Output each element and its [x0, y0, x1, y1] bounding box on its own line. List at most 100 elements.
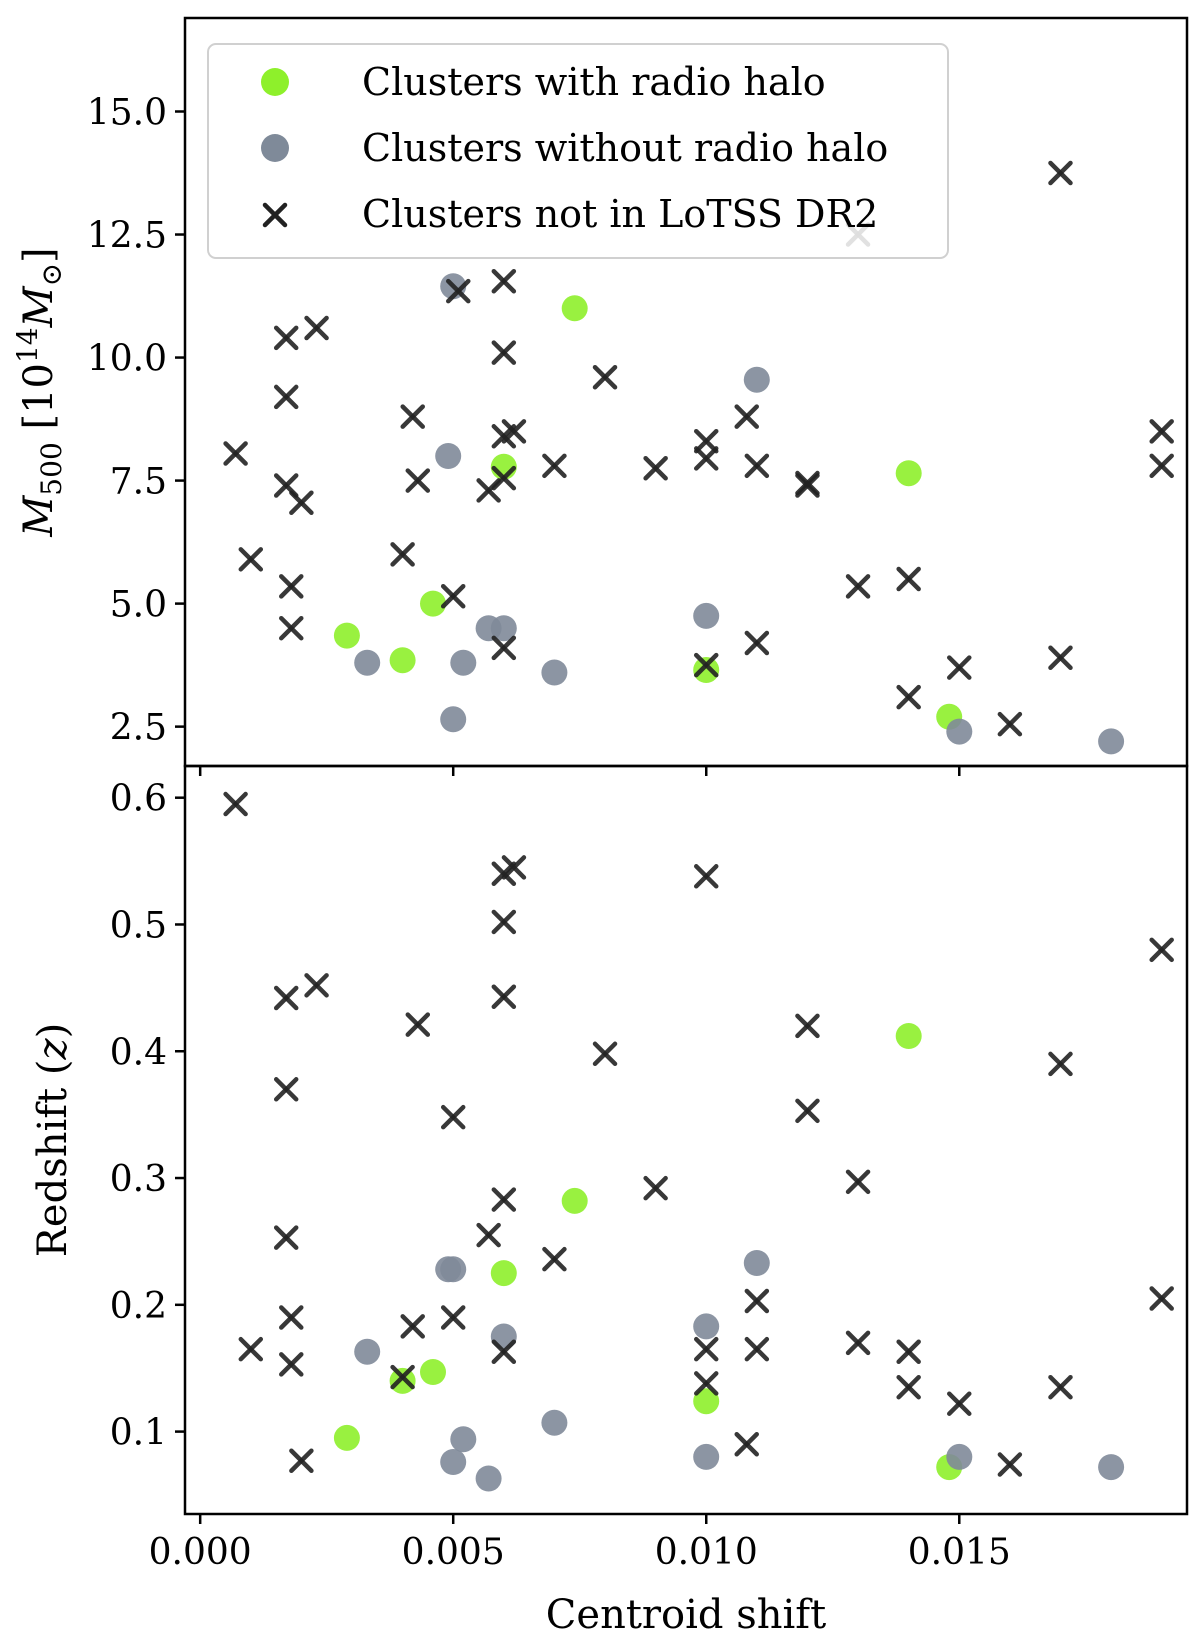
top-point-clusters-not-in-lotss-dr2-12	[440, 583, 466, 609]
bottom-point-clusters-with-radio-halo-6	[895, 1023, 922, 1049]
bottom-point-clusters-with-radio-halo-3	[490, 1260, 517, 1287]
legend-box	[207, 43, 949, 259]
legend: Clusters with radio halo Clusters withou…	[207, 43, 949, 259]
top-ytick-label-2: 7.5	[110, 462, 167, 503]
top-point-clusters-not-in-lotss-dr2-11	[405, 468, 431, 493]
bottom-point-clusters-not-in-lotss-dr2-2	[273, 985, 299, 1011]
bottom-point-clusters-without-radio-halo-11	[946, 1443, 973, 1470]
bottom-point-clusters-not-in-lotss-dr2-41	[1149, 1286, 1174, 1311]
bottom-point-clusters-not-in-lotss-dr2-10	[400, 1314, 425, 1339]
top-point-clusters-not-in-lotss-dr2-7	[289, 490, 314, 515]
bottom-point-clusters-not-in-lotss-dr2-26	[693, 1371, 719, 1396]
bottom-panel-markers	[223, 791, 1174, 1492]
bottom-point-clusters-not-in-lotss-dr2-23	[643, 1175, 668, 1201]
bottom-point-clusters-not-in-lotss-dr2-34	[896, 1339, 921, 1364]
bottom-point-clusters-without-radio-halo-3	[440, 1449, 467, 1475]
bottom-point-clusters-not-in-lotss-dr2-7	[289, 1448, 314, 1474]
top-point-clusters-without-radio-halo-8	[693, 602, 720, 629]
bottom-ytick-label-0: 0.1	[110, 1413, 167, 1454]
bottom-point-clusters-not-in-lotss-dr2-16	[501, 855, 527, 880]
top-point-clusters-not-in-lotss-dr2-23	[643, 456, 668, 481]
legend-label-not-in-dr2: Clusters not in LoTSS DR2	[362, 192, 878, 236]
top-point-clusters-not-in-lotss-dr2-0	[223, 441, 248, 466]
xtick-label-1: 0.005	[402, 1532, 505, 1573]
x-axis-label: Centroid shift	[546, 1592, 826, 1638]
bottom-point-clusters-with-radio-halo-1	[389, 1367, 416, 1394]
bottom-point-clusters-not-in-lotss-dr2-33	[845, 1330, 871, 1356]
top-point-clusters-without-radio-halo-3	[440, 706, 467, 733]
top-panel: 2.5 5.0 7.5 10.0 12.5 15.0 M500 [1014M⊙] Clus…	[11, 16, 1189, 776]
top-point-clusters-not-in-lotss-dr2-9	[390, 542, 415, 567]
top-point-clusters-without-radio-halo-4	[450, 649, 477, 676]
bottom-point-clusters-not-in-lotss-dr2-18	[491, 984, 517, 1009]
top-point-clusters-with-radio-halo-5	[693, 657, 720, 683]
top-ytick-label-3: 10.0	[87, 339, 167, 380]
bottom-point-clusters-not-in-lotss-dr2-31	[795, 1098, 820, 1124]
top-panel-ylabel: M500 [1014M⊙]	[11, 247, 68, 537]
bottom-point-clusters-not-in-lotss-dr2-29	[744, 1336, 770, 1362]
xtick-label-3: 0.015	[908, 1532, 1011, 1573]
top-point-clusters-not-in-lotss-dr2-41	[1149, 453, 1174, 479]
top-point-clusters-not-in-lotss-dr2-33	[845, 574, 871, 599]
bottom-point-clusters-not-in-lotss-dr2-17	[491, 909, 517, 935]
bottom-point-clusters-not-in-lotss-dr2-28	[744, 1288, 770, 1314]
bottom-point-clusters-not-in-lotss-dr2-25	[693, 1336, 719, 1362]
bottom-point-clusters-without-radio-halo-12	[1098, 1454, 1125, 1481]
top-point-clusters-not-in-lotss-dr2-22	[592, 364, 618, 390]
top-point-clusters-with-radio-halo-2	[420, 590, 446, 617]
bottom-point-clusters-without-radio-halo-7	[541, 1409, 568, 1436]
bottom-ytick-label-2: 0.3	[110, 1159, 167, 1200]
bottom-point-clusters-not-in-lotss-dr2-24	[693, 864, 719, 889]
top-point-clusters-not-in-lotss-dr2-6	[279, 615, 304, 641]
top-ytick-label-1: 5.0	[110, 585, 167, 626]
top-point-clusters-not-in-lotss-dr2-10	[400, 404, 425, 429]
top-point-clusters-without-radio-halo-0	[354, 649, 381, 676]
top-point-clusters-without-radio-halo-9	[743, 366, 770, 393]
top-point-clusters-not-in-lotss-dr2-3	[273, 384, 299, 410]
top-point-clusters-not-in-lotss-dr2-20	[491, 635, 517, 661]
top-point-clusters-without-radio-halo-7	[541, 659, 568, 686]
bottom-point-clusters-without-radio-halo-0	[354, 1338, 381, 1365]
legend-label-without-halo: Clusters without radio halo	[362, 126, 888, 170]
bottom-ytick-label-1: 0.2	[110, 1286, 167, 1327]
top-point-clusters-not-in-lotss-dr2-39	[1048, 645, 1073, 670]
bottom-point-clusters-without-radio-halo-10	[743, 1250, 770, 1276]
bottom-point-clusters-not-in-lotss-dr2-12	[440, 1104, 466, 1130]
top-point-clusters-not-in-lotss-dr2-8	[304, 315, 329, 341]
bottom-panel-frame	[183, 764, 1189, 1516]
bottom-point-clusters-without-radio-halo-4	[450, 1426, 477, 1453]
top-point-clusters-with-radio-halo-6	[895, 460, 922, 487]
top-point-clusters-not-in-lotss-dr2-27	[734, 404, 759, 429]
bottom-point-clusters-not-in-lotss-dr2-19	[491, 1187, 517, 1212]
top-panel-ticks: 2.5 5.0 7.5 10.0 12.5 15.0	[87, 93, 961, 776]
bottom-point-clusters-not-in-lotss-dr2-39	[1048, 1374, 1073, 1400]
top-point-clusters-not-in-lotss-dr2-28	[744, 453, 770, 479]
bottom-point-clusters-not-in-lotss-dr2-11	[405, 1012, 431, 1037]
top-point-clusters-not-in-lotss-dr2-5	[279, 574, 304, 599]
legend-marker-not-in-dr2	[262, 202, 288, 228]
bottom-ytick-label-5: 0.6	[110, 779, 167, 820]
top-point-clusters-not-in-lotss-dr2-15	[491, 269, 517, 294]
bottom-point-clusters-not-in-lotss-dr2-14	[476, 1222, 501, 1248]
bottom-point-clusters-not-in-lotss-dr2-35	[896, 1374, 921, 1400]
bottom-point-clusters-not-in-lotss-dr2-30	[795, 1013, 820, 1039]
bottom-point-clusters-not-in-lotss-dr2-37	[997, 1452, 1023, 1477]
xtick-label-0: 0.000	[149, 1532, 252, 1573]
top-point-clusters-not-in-lotss-dr2-35	[896, 684, 921, 710]
top-ytick-label-0: 2.5	[110, 708, 167, 749]
top-point-clusters-not-in-lotss-dr2-38	[1048, 160, 1073, 186]
top-point-clusters-not-in-lotss-dr2-37	[997, 711, 1023, 737]
bottom-point-clusters-not-in-lotss-dr2-27	[734, 1432, 759, 1457]
bottom-point-clusters-without-radio-halo-9	[693, 1443, 720, 1470]
bottom-point-clusters-with-radio-halo-5	[693, 1388, 720, 1415]
legend-marker-without-halo	[261, 134, 289, 162]
legend-marker-with-halo	[261, 68, 289, 96]
top-point-clusters-not-in-lotss-dr2-34	[896, 566, 921, 592]
top-point-clusters-not-in-lotss-dr2-2	[273, 325, 299, 351]
bottom-point-clusters-without-radio-halo-2	[440, 1256, 467, 1283]
xtick-label-2: 0.010	[655, 1532, 758, 1573]
bottom-point-clusters-not-in-lotss-dr2-8	[304, 973, 329, 998]
top-point-clusters-not-in-lotss-dr2-24	[693, 428, 719, 454]
bottom-point-clusters-not-in-lotss-dr2-5	[279, 1305, 304, 1330]
bottom-point-clusters-not-in-lotss-dr2-32	[845, 1169, 871, 1195]
